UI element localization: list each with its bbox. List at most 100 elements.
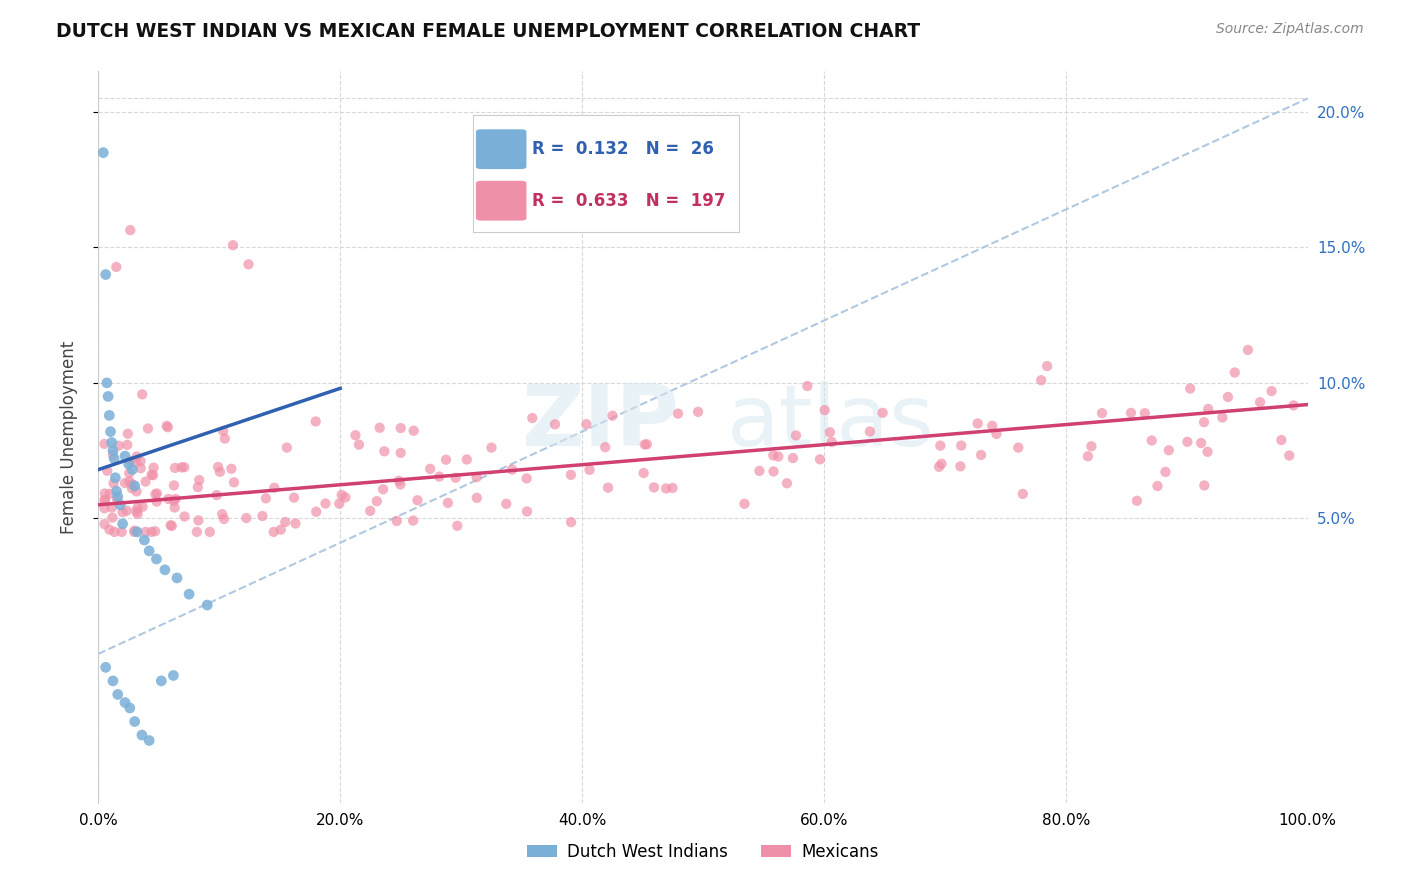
Point — [335, 491, 357, 505]
Point — [121, 477, 143, 491]
Point — [366, 494, 388, 508]
Point — [208, 465, 231, 479]
Point — [93, 493, 115, 508]
Point — [163, 478, 186, 492]
Point — [163, 493, 186, 508]
Point — [283, 491, 305, 505]
Point — [274, 515, 297, 529]
Point — [101, 673, 124, 688]
Point — [560, 467, 582, 482]
Point — [157, 491, 180, 506]
Point — [419, 462, 441, 476]
Point — [950, 439, 973, 453]
Point — [434, 452, 457, 467]
Point — [270, 523, 292, 537]
Point — [173, 509, 195, 524]
Point — [575, 417, 598, 432]
Point — [117, 426, 139, 441]
Point — [501, 462, 523, 476]
Point — [179, 587, 201, 601]
Point — [949, 459, 972, 474]
Point — [544, 417, 567, 432]
Point — [1211, 410, 1233, 425]
Point — [212, 512, 235, 526]
Point — [1119, 406, 1142, 420]
Point — [359, 504, 381, 518]
Point — [91, 145, 114, 160]
Point — [98, 409, 121, 423]
Point — [205, 488, 228, 502]
Point — [465, 470, 488, 484]
Point — [129, 461, 152, 475]
Point — [170, 460, 193, 475]
Point — [124, 524, 146, 538]
Point — [1007, 441, 1029, 455]
Point — [94, 492, 117, 507]
Point — [315, 497, 337, 511]
Point — [389, 421, 412, 435]
Point — [121, 481, 143, 495]
Point — [1223, 366, 1246, 380]
Point — [402, 424, 425, 438]
Point — [121, 462, 143, 476]
Point — [111, 516, 134, 531]
Point — [138, 544, 160, 558]
Point — [187, 480, 209, 494]
Point — [762, 448, 785, 462]
Point — [93, 517, 115, 532]
Point — [1270, 433, 1292, 447]
Point — [150, 673, 173, 688]
Point — [1197, 401, 1219, 416]
Point — [1216, 390, 1239, 404]
Point — [444, 471, 467, 485]
Point — [734, 497, 756, 511]
Point — [768, 450, 790, 464]
Point — [138, 733, 160, 747]
Point — [263, 524, 285, 539]
Point — [118, 457, 141, 471]
Point — [389, 477, 412, 491]
Point — [688, 405, 710, 419]
Point — [495, 497, 517, 511]
Point — [108, 498, 131, 512]
Point — [456, 452, 478, 467]
Point — [516, 471, 538, 485]
Point — [238, 257, 260, 271]
Point — [1080, 439, 1102, 453]
Point — [808, 452, 831, 467]
Point — [165, 491, 187, 506]
Point — [596, 481, 619, 495]
Point — [481, 441, 503, 455]
Point — [111, 524, 134, 539]
Point — [122, 524, 145, 539]
Point — [305, 505, 328, 519]
Point — [446, 518, 468, 533]
Point — [162, 668, 184, 682]
Point — [100, 435, 122, 450]
Point — [94, 660, 117, 674]
Point — [118, 475, 141, 489]
Point — [406, 493, 429, 508]
Point — [107, 688, 129, 702]
Point — [212, 424, 235, 438]
Point — [145, 487, 167, 501]
Point — [661, 481, 683, 495]
Point — [142, 460, 165, 475]
Point — [114, 449, 136, 463]
Point — [145, 552, 167, 566]
Point — [796, 379, 818, 393]
Point — [427, 469, 450, 483]
Point — [1177, 434, 1199, 449]
Point — [153, 563, 176, 577]
Point — [131, 500, 153, 514]
Point — [96, 464, 118, 478]
Point — [1282, 398, 1305, 412]
Point — [114, 475, 136, 490]
Point — [655, 482, 678, 496]
Point — [222, 238, 245, 252]
Point — [129, 454, 152, 468]
Point — [986, 426, 1008, 441]
Point — [111, 505, 134, 519]
Point — [127, 500, 149, 515]
Point — [643, 480, 665, 494]
